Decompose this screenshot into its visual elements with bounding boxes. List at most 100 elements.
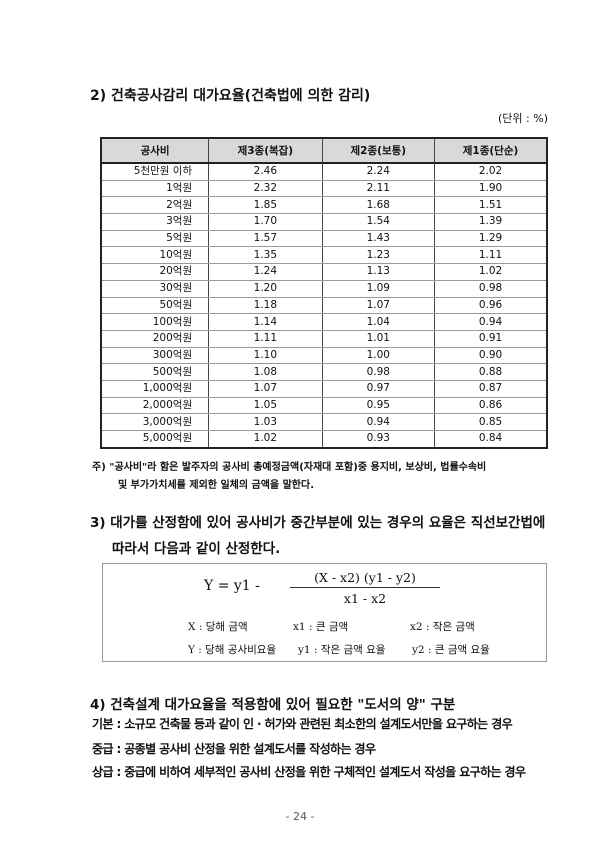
rate-cell: 2.46: [208, 163, 323, 181]
table-row: 500억원 1.08 0.98 0.88: [100, 363, 548, 381]
rate-cell: 1.54: [321, 213, 436, 231]
table-note-line2: 및 부가가치세를 제외한 일체의 금액을 말한다.: [118, 480, 315, 491]
table-row: 2,000억원 1.05 0.95 0.86: [100, 397, 548, 415]
rate-cell: 0.86: [434, 397, 548, 415]
cost-cell: 2,000억원: [100, 397, 210, 415]
rate-cell: 1.02: [208, 430, 323, 449]
cost-cell: 1,000억원: [100, 380, 210, 398]
rate-cell: 1.43: [321, 230, 436, 248]
rate-cell: 1.51: [434, 196, 548, 215]
legend-y1: y1 : 작은 금액 요율: [298, 644, 386, 656]
rate-cell: 0.84: [434, 430, 548, 449]
column-header: 제1종(단순): [434, 137, 548, 164]
rate-cell: 0.90: [434, 347, 548, 365]
cost-cell: 5천만원 이하: [100, 163, 210, 181]
table-row: 1,000억원 1.07 0.97 0.87: [100, 380, 548, 398]
rate-cell: 1.24: [208, 263, 323, 281]
table-row: 5,000억원 1.02 0.93 0.84: [100, 430, 548, 449]
level-advanced: 상급 : 중급에 비하여 세부적인 공사비 산정을 위한 구체적인 설계도서 작…: [92, 765, 526, 779]
cost-cell: 500억원: [100, 363, 210, 381]
rate-cell: 1.03: [208, 413, 323, 431]
table-row: 10억원 1.35 1.23 1.11: [100, 246, 548, 265]
table-row: 50억원 1.18 1.07 0.96: [100, 297, 548, 315]
section3-line2: 따라서 다음과 같이 산정한다.: [112, 541, 281, 557]
rate-cell: 1.85: [208, 196, 323, 215]
rate-cell: 1.09: [321, 280, 436, 298]
table-row: 20억원 1.24 1.13 1.02: [100, 263, 548, 281]
page-number: - 24 -: [285, 810, 315, 823]
cost-cell: 30억원: [100, 280, 210, 298]
rate-cell: 1.39: [434, 213, 548, 231]
legend-x: X : 당해 금액: [188, 621, 248, 633]
formula-box: [102, 563, 547, 662]
cost-cell: 20억원: [100, 263, 210, 281]
column-header: 제2종(보통): [321, 137, 436, 164]
rate-cell: 1.01: [321, 330, 436, 348]
formula-lhs: Y = y1 -: [204, 578, 260, 594]
cost-cell: 3억원: [100, 213, 210, 231]
rate-cell: 0.91: [434, 330, 548, 348]
section2-title: 2) 건축공사감리 대가요율(건축법에 의한 감리): [90, 88, 371, 104]
cost-cell: 50억원: [100, 297, 210, 315]
rate-cell: 1.70: [208, 213, 323, 231]
cost-cell: 3,000억원: [100, 413, 210, 431]
rate-cell: 1.23: [321, 246, 436, 265]
table-row: 300억원 1.10 1.00 0.90: [100, 347, 548, 365]
level-intermediate: 중급 : 공종별 공사비 산정을 위한 설계도서를 작성하는 경우: [92, 742, 376, 756]
cost-cell: 10억원: [100, 246, 210, 265]
rate-cell: 2.24: [321, 163, 436, 181]
rate-cell: 1.07: [208, 380, 323, 398]
rate-cell: 0.85: [434, 413, 548, 431]
rate-cell: 1.35: [208, 246, 323, 265]
legend-x2: x2 : 작은 금액: [410, 621, 475, 633]
rate-cell: 1.57: [208, 230, 323, 248]
rate-cell: 1.05: [208, 397, 323, 415]
rate-cell: 1.18: [208, 297, 323, 315]
table-row: 2억원 1.85 1.68 1.51: [100, 196, 548, 215]
legend-x1: x1 : 큰 금액: [293, 621, 349, 633]
cost-cell: 5억원: [100, 230, 210, 248]
rate-cell: 2.11: [321, 180, 436, 198]
rate-cell: 1.13: [321, 263, 436, 281]
legend-y: Y : 당해 공사비요율: [188, 644, 277, 656]
rate-cell: 1.08: [208, 363, 323, 381]
rate-cell: 1.11: [208, 330, 323, 348]
unit-label: (단위 : %): [498, 112, 548, 125]
formula-denominator: x1 - x2: [343, 591, 387, 606]
rate-cell: 1.04: [321, 313, 436, 331]
rate-cell: 1.14: [208, 313, 323, 331]
cost-cell: 5,000억원: [100, 430, 210, 449]
table-row: 30억원 1.20 1.09 0.98: [100, 280, 548, 298]
rate-cell: 1.11: [434, 246, 548, 265]
rate-cell: 0.98: [321, 363, 436, 381]
rate-cell: 0.87: [434, 380, 548, 398]
rate-cell: 0.94: [321, 413, 436, 431]
legend-y2: y2 : 큰 금액 요율: [412, 644, 490, 656]
rate-cell: 2.32: [208, 180, 323, 198]
table-header-row: 공사비 제3종(복잡) 제2종(보통) 제1종(단순): [100, 137, 548, 164]
rate-cell: 1.68: [321, 196, 436, 215]
rate-cell: 0.95: [321, 397, 436, 415]
table-row: 200억원 1.11 1.01 0.91: [100, 330, 548, 348]
rate-cell: 1.29: [434, 230, 548, 248]
table-row: 3,000억원 1.03 0.94 0.85: [100, 413, 548, 431]
formula-numerator: (X - x2) (y1 - y2): [290, 570, 440, 588]
rate-cell: 0.98: [434, 280, 548, 298]
cost-cell: 300억원: [100, 347, 210, 365]
section3-line1: 3) 대가를 산정함에 있어 공사비가 중간부분에 있는 경우의 요율은 직선보…: [90, 515, 546, 531]
rate-cell: 1.07: [321, 297, 436, 315]
table-row: 3억원 1.70 1.54 1.39: [100, 213, 548, 231]
table-row: 5천만원 이하 2.46 2.24 2.02: [100, 163, 548, 181]
rate-cell: 0.94: [434, 313, 548, 331]
rate-cell: 1.10: [208, 347, 323, 365]
cost-cell: 2억원: [100, 196, 210, 215]
rate-cell: 1.90: [434, 180, 548, 198]
rate-cell: 0.96: [434, 297, 548, 315]
column-header: 제3종(복잡): [208, 137, 323, 164]
rate-cell: 0.88: [434, 363, 548, 381]
table-note-line1: 주) "공사비"라 함은 발주자의 공사비 총예정금액(자재대 포함)중 용지비…: [92, 462, 487, 473]
cost-cell: 100억원: [100, 313, 210, 331]
fee-rate-table: 공사비 제3종(복잡) 제2종(보통) 제1종(단순) 5천만원 이하 2.46 2…: [100, 137, 548, 449]
table-row: 100억원 1.14 1.04 0.94: [100, 313, 548, 331]
rate-cell: 0.97: [321, 380, 436, 398]
